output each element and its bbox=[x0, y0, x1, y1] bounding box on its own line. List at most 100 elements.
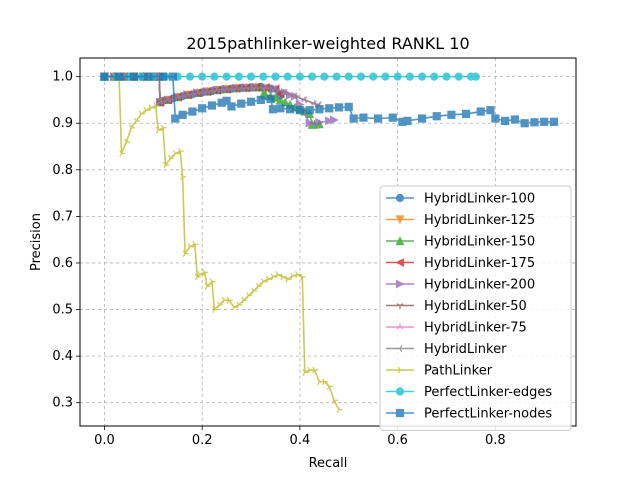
data-point-hybridlinker-200 bbox=[330, 115, 339, 125]
data-point-perfectlinker-edges bbox=[417, 72, 427, 81]
data-point-hybridlinker bbox=[203, 88, 210, 95]
data-point-perfectlinker-nodes bbox=[510, 115, 520, 124]
legend-label-perfectlinker-edges: PerfectLinker-edges bbox=[424, 385, 552, 400]
data-point-pathlinker bbox=[241, 296, 248, 304]
data-point-pathlinker bbox=[153, 102, 160, 109]
data-point-pathlinker bbox=[216, 301, 223, 309]
series-perfectlinker-nodes bbox=[100, 72, 559, 128]
data-point-perfectlinker-nodes bbox=[276, 104, 285, 113]
data-point-perfectlinker-edges bbox=[259, 72, 268, 81]
data-point-perfectlinker-edges bbox=[308, 72, 317, 81]
data-point-hybridlinker bbox=[183, 91, 190, 99]
legend-swatch-hybridlinker-150 bbox=[386, 236, 414, 246]
data-point-pathlinker bbox=[236, 301, 243, 309]
data-point-hybridlinker bbox=[262, 83, 269, 91]
data-point-pathlinker bbox=[160, 124, 167, 132]
x-tick-label: 0.6 bbox=[387, 433, 408, 448]
data-point-perfectlinker-edges bbox=[283, 72, 292, 81]
legend-label-perfectlinker-nodes: PerfectLinker-nodes bbox=[424, 407, 552, 422]
data-point-perfectlinker-nodes bbox=[388, 113, 397, 122]
data-point-perfectlinker-nodes bbox=[549, 117, 559, 126]
legend-swatch-pathlinker bbox=[386, 366, 414, 374]
legend-label-hybridlinker-125: HybridLinker-125 bbox=[424, 213, 535, 228]
legend-swatch-hybridlinker-200 bbox=[386, 279, 414, 289]
data-point-pathlinker bbox=[128, 124, 135, 132]
x-tick-label: 0.0 bbox=[94, 433, 115, 448]
data-point-perfectlinker-edges bbox=[471, 72, 480, 81]
legend-marker-pathlinker bbox=[397, 366, 404, 374]
legend-marker-hybridlinker bbox=[396, 345, 403, 352]
data-point-pathlinker bbox=[285, 275, 292, 283]
data-point-perfectlinker-nodes bbox=[158, 72, 168, 81]
x-tick-label: 0.8 bbox=[485, 433, 506, 448]
data-point-hybridlinker-150 bbox=[275, 95, 285, 105]
data-point-perfectlinker-edges bbox=[405, 72, 414, 81]
data-point-hybridlinker bbox=[232, 84, 239, 92]
data-point-perfectlinker-nodes bbox=[256, 95, 265, 105]
legend-marker-hybridlinker-175 bbox=[395, 258, 405, 267]
data-point-perfectlinker-edges bbox=[381, 72, 390, 81]
legend-marker-hybridlinker-50 bbox=[396, 303, 404, 310]
data-point-pathlinker bbox=[133, 117, 140, 125]
data-point-perfectlinker-edges bbox=[185, 72, 195, 81]
data-point-perfectlinker-nodes bbox=[295, 106, 305, 115]
data-point-perfectlinker-nodes bbox=[491, 114, 500, 123]
data-point-perfectlinker-nodes bbox=[227, 102, 236, 111]
data-point-perfectlinker-nodes bbox=[237, 99, 246, 108]
y-tick-label: 0.5 bbox=[52, 303, 73, 318]
data-point-hybridlinker bbox=[271, 85, 278, 93]
legend-swatch-hybridlinker-50 bbox=[386, 303, 414, 310]
data-point-perfectlinker-nodes bbox=[403, 116, 412, 125]
data-point-hybridlinker bbox=[301, 96, 308, 104]
legend-label-hybridlinker-100: HybridLinker-100 bbox=[424, 192, 535, 207]
data-point-pathlinker bbox=[182, 250, 189, 258]
legend-swatch-perfectlinker-nodes bbox=[386, 408, 414, 418]
data-point-pathlinker bbox=[163, 161, 170, 169]
data-point-pathlinker bbox=[124, 138, 131, 146]
legend: HybridLinker-100 HybridLinker-125 HybridLi… bbox=[379, 185, 572, 431]
data-point-perfectlinker-edges bbox=[356, 72, 366, 81]
data-point-perfectlinker-nodes bbox=[168, 72, 177, 81]
x-axis-title: Recall bbox=[309, 456, 348, 471]
data-point-hybridlinker bbox=[242, 84, 249, 92]
data-point-perfectlinker-edges bbox=[198, 72, 207, 81]
data-point-hybridlinker-200 bbox=[305, 118, 315, 128]
data-point-perfectlinker-nodes bbox=[359, 113, 368, 122]
legend-marker-hybridlinker-100 bbox=[395, 193, 405, 203]
legend-label-hybridlinker-50: HybridLinker-50 bbox=[424, 299, 527, 314]
data-point-pathlinker bbox=[300, 273, 306, 281]
data-point-pathlinker bbox=[331, 396, 338, 404]
data-point-perfectlinker-nodes bbox=[286, 105, 295, 114]
data-point-perfectlinker-nodes bbox=[520, 119, 529, 128]
data-point-pathlinker bbox=[192, 240, 199, 248]
legend-label-hybridlinker-150: HybridLinker-150 bbox=[424, 235, 535, 250]
data-point-perfectlinker-nodes bbox=[373, 114, 383, 123]
data-point-hybridlinker-200 bbox=[315, 117, 325, 127]
legend-marker-hybridlinker-200 bbox=[395, 279, 405, 289]
legend-swatch-hybridlinker bbox=[386, 345, 414, 352]
data-point-pathlinker bbox=[177, 147, 184, 155]
data-point-perfectlinker-nodes bbox=[129, 72, 138, 81]
data-point-perfectlinker-edges bbox=[210, 72, 219, 81]
data-point-pathlinker bbox=[204, 282, 211, 290]
data-point-perfectlinker-nodes bbox=[344, 102, 353, 112]
data-point-perfectlinker-edges bbox=[271, 72, 280, 81]
data-point-hybridlinker bbox=[223, 85, 229, 93]
data-point-pathlinker bbox=[226, 296, 233, 304]
legend-label-hybridlinker-200: HybridLinker-200 bbox=[424, 278, 535, 293]
data-point-perfectlinker-edges bbox=[246, 72, 256, 81]
data-point-perfectlinker-nodes bbox=[432, 112, 441, 121]
data-point-pathlinker bbox=[202, 268, 209, 276]
data-point-perfectlinker-edges bbox=[454, 72, 463, 81]
y-tick-label: 0.3 bbox=[52, 396, 73, 411]
data-point-hybridlinker bbox=[252, 83, 259, 91]
legend-box bbox=[379, 185, 572, 431]
data-point-perfectlinker-nodes bbox=[315, 105, 324, 114]
axes: 0.0 0.2 0.4 0.6 0.8 0.3 0.4 0.5 0.6 0.7 0.8 0.9 1.0 bbox=[52, 70, 505, 448]
data-point-hybridlinker-150 bbox=[280, 97, 290, 107]
data-point-hybridlinker-200 bbox=[325, 116, 334, 126]
data-point-perfectlinker-nodes bbox=[268, 105, 278, 114]
x-tick-label: 0.2 bbox=[192, 433, 213, 448]
data-point-perfectlinker-edges bbox=[222, 72, 231, 81]
